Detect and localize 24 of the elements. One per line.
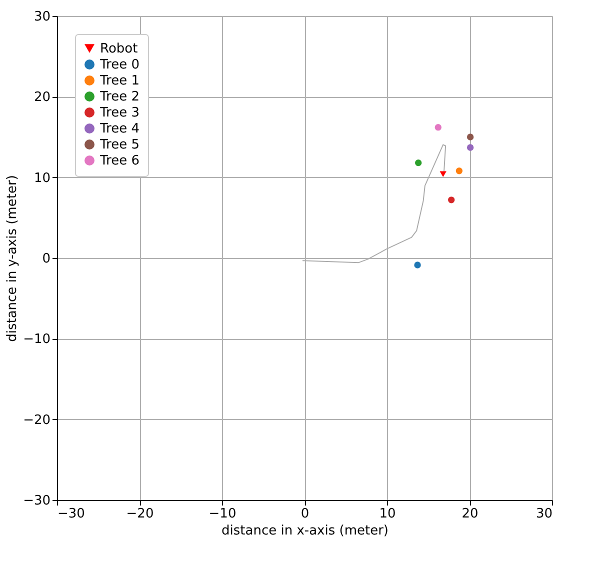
legend-label: Tree 5 — [99, 138, 140, 152]
legend-label: Tree 2 — [99, 90, 140, 104]
legend-label: Robot — [100, 42, 138, 56]
x-tick-label: 30 — [536, 506, 552, 522]
legend-label: Tree 3 — [99, 106, 140, 120]
x-tick-label: −10 — [208, 506, 236, 522]
y-tick-label: −30 — [23, 494, 50, 508]
x-tick-label: 10 — [379, 506, 396, 522]
legend-label: Tree 4 — [99, 122, 140, 136]
y-tick-label: 20 — [34, 90, 50, 106]
legend-label: Tree 6 — [99, 154, 140, 168]
x-tick-label: 20 — [462, 506, 478, 522]
x-tick-label: −20 — [126, 506, 154, 522]
y-tick-label: 30 — [34, 10, 50, 24]
x-tick-label: −30 — [58, 506, 85, 522]
legend-label: Tree 0 — [99, 58, 140, 72]
y-tick-label: −20 — [23, 412, 50, 428]
x-tick-label: 0 — [300, 506, 310, 522]
y-tick-label: −10 — [23, 332, 50, 348]
y-tick-label: 0 — [42, 252, 50, 266]
y-tick-label: 10 — [34, 170, 50, 186]
legend-label: Tree 1 — [99, 74, 140, 88]
x-axis-title: distance in x-axis (meter) — [221, 524, 389, 538]
y-axis-title: distance in y-axis (meter) — [5, 175, 20, 342]
